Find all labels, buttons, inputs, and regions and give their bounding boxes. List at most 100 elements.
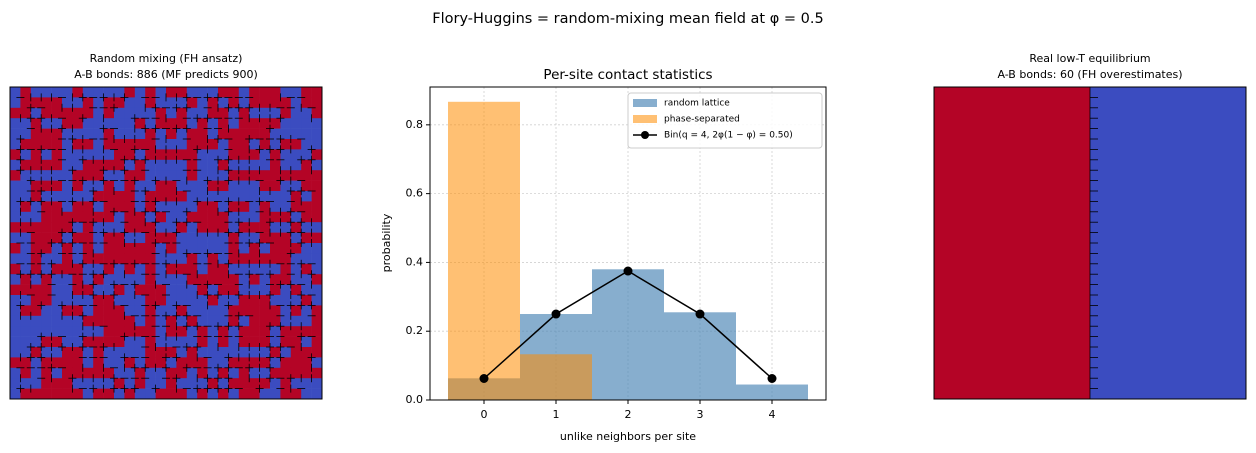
cell	[197, 253, 208, 265]
cell	[30, 191, 42, 202]
cell	[270, 336, 281, 348]
legend-label: phase-separated	[664, 115, 740, 125]
cell	[249, 326, 260, 337]
cell	[228, 295, 240, 306]
cell	[20, 87, 32, 98]
cell	[72, 274, 84, 285]
cell	[20, 139, 32, 150]
cell	[124, 149, 136, 161]
cell	[280, 357, 292, 369]
axes-frame	[9, 86, 323, 400]
cell	[301, 201, 312, 213]
cell	[62, 388, 73, 400]
cell	[30, 388, 42, 400]
cell	[51, 191, 63, 202]
legend-swatch	[633, 115, 657, 123]
cell	[270, 128, 281, 140]
cell	[134, 274, 146, 285]
cell	[218, 232, 229, 244]
cell	[41, 87, 52, 98]
cell	[20, 295, 32, 306]
cell	[238, 253, 250, 265]
cell	[82, 107, 94, 119]
cell	[301, 87, 312, 98]
cell	[218, 180, 229, 192]
cell	[176, 107, 188, 119]
domain-a	[934, 87, 1090, 399]
cell	[311, 87, 323, 98]
cell	[249, 170, 260, 181]
cell	[62, 274, 73, 285]
cell	[270, 97, 281, 109]
axes-frame	[429, 86, 827, 401]
cell	[30, 243, 42, 254]
cell	[186, 139, 198, 150]
cell	[238, 201, 250, 213]
cell	[238, 388, 250, 400]
cell	[124, 211, 136, 223]
cell	[103, 107, 115, 119]
cell	[82, 149, 94, 161]
cell	[166, 222, 177, 233]
cell	[41, 170, 52, 181]
cell	[145, 388, 156, 400]
cell	[62, 97, 73, 109]
cell	[20, 326, 32, 337]
cell	[259, 118, 271, 129]
cell	[72, 191, 84, 202]
cell	[134, 97, 146, 109]
cell	[93, 274, 104, 285]
cell	[166, 232, 177, 244]
cell	[114, 159, 125, 171]
cell	[114, 149, 125, 161]
cell	[93, 170, 104, 181]
histogram-bar	[520, 354, 592, 400]
cell	[114, 284, 125, 296]
domain-b	[1090, 87, 1246, 399]
histogram-bar	[736, 384, 808, 400]
cell	[228, 180, 240, 192]
cell	[41, 315, 52, 327]
cell	[301, 336, 312, 348]
cell	[20, 191, 32, 202]
cell	[259, 357, 271, 369]
cell	[166, 211, 177, 223]
legend-label: Bin(q = 4, 2φ(1 − φ) = 0.50)	[664, 131, 793, 141]
cell	[124, 284, 136, 296]
cell	[145, 367, 156, 379]
cell	[155, 357, 167, 369]
cell	[103, 201, 115, 213]
cell	[51, 253, 63, 265]
cell	[114, 128, 125, 140]
cell	[62, 118, 73, 129]
cell	[218, 263, 229, 275]
cell	[103, 305, 115, 317]
cell	[311, 263, 323, 275]
cell	[103, 336, 115, 348]
cell	[134, 378, 146, 389]
cell	[103, 222, 115, 233]
cell	[207, 243, 219, 254]
cell	[218, 97, 229, 109]
cell	[207, 149, 219, 161]
cell	[134, 170, 146, 181]
cell	[155, 211, 167, 223]
cell	[228, 336, 240, 348]
cell	[197, 263, 208, 275]
cell	[218, 378, 229, 389]
cell	[93, 128, 104, 140]
cell	[166, 97, 177, 109]
cell	[82, 87, 94, 98]
cell	[197, 243, 208, 254]
cell	[166, 336, 177, 348]
cell	[134, 232, 146, 244]
cell	[176, 139, 188, 150]
cell	[72, 388, 84, 400]
cell	[82, 388, 94, 400]
cell	[134, 128, 146, 140]
cell	[228, 357, 240, 369]
cell	[103, 243, 115, 254]
cell	[82, 118, 94, 129]
cell	[124, 191, 136, 202]
cell	[280, 295, 292, 306]
